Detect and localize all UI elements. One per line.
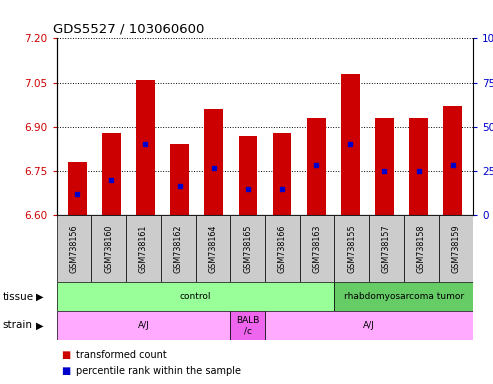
Text: ▶: ▶ [36,291,43,302]
Text: GSM738166: GSM738166 [278,225,287,273]
Bar [57,311,230,340]
Bar [196,215,230,282]
Text: strain: strain [2,320,33,331]
Text: A/J: A/J [363,321,375,330]
Bar [205,109,223,215]
Bar [341,74,360,215]
Text: transformed count: transformed count [76,350,167,360]
Text: GSM738163: GSM738163 [313,225,321,273]
Bar [57,215,91,282]
Bar [300,215,334,282]
Bar [334,282,473,311]
Text: GSM738155: GSM738155 [347,224,356,273]
Text: ■: ■ [62,366,71,376]
Text: GDS5527 / 103060600: GDS5527 / 103060600 [53,23,204,36]
Text: GSM738160: GSM738160 [104,225,113,273]
Text: GSM738165: GSM738165 [243,224,252,273]
Text: GSM738159: GSM738159 [452,224,460,273]
Bar [265,311,473,340]
Bar [230,215,265,282]
Text: GSM738162: GSM738162 [174,224,183,273]
Bar [68,162,87,215]
Bar [273,132,291,215]
Bar [102,132,121,215]
Bar [404,215,439,282]
Bar [126,215,161,282]
Text: GSM738157: GSM738157 [382,224,391,273]
Bar [265,215,300,282]
Text: tissue: tissue [2,291,34,302]
Text: GSM738161: GSM738161 [139,225,148,273]
Bar [369,215,404,282]
Text: GSM738158: GSM738158 [417,224,426,273]
Bar [170,144,189,215]
Text: rhabdomyosarcoma tumor: rhabdomyosarcoma tumor [344,292,464,301]
Text: A/J: A/J [138,321,149,330]
Bar [239,136,257,215]
Text: ■: ■ [62,350,71,360]
Text: percentile rank within the sample: percentile rank within the sample [76,366,242,376]
Text: ▶: ▶ [36,320,43,331]
Text: GSM738156: GSM738156 [70,224,78,273]
Bar [161,215,196,282]
Bar [136,79,155,215]
Bar [439,215,473,282]
Bar [230,311,265,340]
Bar [91,215,126,282]
Bar [57,282,334,311]
Bar [375,118,394,215]
Text: GSM738164: GSM738164 [209,225,217,273]
Bar [409,118,428,215]
Bar [443,106,462,215]
Bar [334,215,369,282]
Text: control: control [180,292,211,301]
Text: BALB
/c: BALB /c [236,316,259,335]
Bar [307,118,325,215]
